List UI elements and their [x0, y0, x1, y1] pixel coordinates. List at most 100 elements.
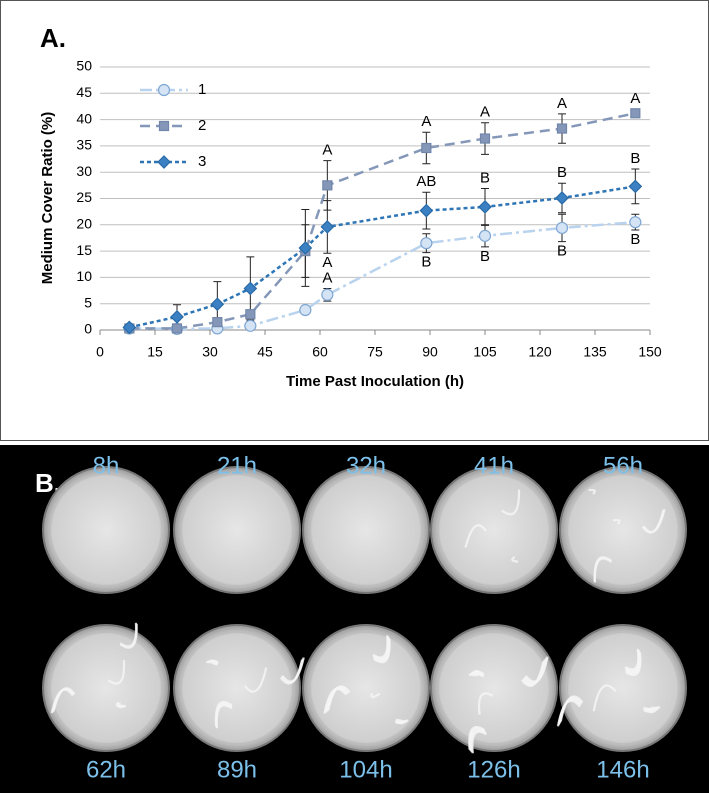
mycelium: [501, 489, 521, 516]
petri-dish: [559, 466, 687, 594]
time-label: 146h: [596, 756, 649, 783]
mycelium: [464, 524, 487, 548]
mycelium: [625, 652, 642, 677]
series-line: [129, 185, 636, 329]
petri-dish: [430, 466, 558, 594]
data-point: [556, 123, 568, 134]
y-tick-label: 20: [76, 216, 92, 232]
time-label: 104h: [339, 756, 392, 783]
mycelium: [395, 718, 404, 724]
significance-letter: B: [557, 243, 567, 260]
petri-dish-rim: [49, 631, 163, 745]
significance-letter: A: [322, 254, 332, 271]
data-point: [244, 319, 257, 332]
time-label: 32h: [346, 452, 386, 479]
mycelium: [559, 695, 584, 722]
data-point: [419, 203, 434, 218]
mycelium: [115, 701, 124, 708]
y-tick-label: 0: [84, 321, 92, 337]
x-tick-label: 0: [96, 344, 104, 360]
mycelium: [327, 685, 351, 711]
data-point: [243, 281, 258, 296]
legend-marker: [157, 155, 171, 169]
legend-marker: [157, 83, 171, 97]
time-label: 56h: [603, 452, 643, 479]
mycelium: [373, 639, 391, 664]
mycelium: [214, 700, 233, 726]
petri-dish: [302, 624, 430, 752]
petri-dish-rim: [180, 473, 294, 587]
time-label: 126h: [467, 756, 520, 783]
data-point: [322, 180, 333, 191]
mycelium: [119, 623, 138, 649]
petri-dish-rim: [309, 631, 423, 745]
petri-dish: [173, 466, 301, 594]
significance-letter: A: [630, 90, 640, 107]
data-point: [478, 200, 492, 214]
mycelium: [612, 519, 621, 525]
significance-letter: A: [557, 95, 567, 112]
time-label: 41h: [474, 452, 514, 479]
data-point: [210, 297, 225, 312]
x-tick-label: 30: [202, 344, 218, 360]
y-tick-label: 5: [84, 294, 92, 310]
x-tick-label: 105: [473, 344, 497, 360]
y-tick-label: 35: [76, 137, 92, 153]
significance-letter: A: [322, 142, 332, 159]
petri-dish-rim: [566, 631, 680, 745]
y-tick-label: 40: [76, 110, 92, 126]
petri-dish-rim: [49, 473, 163, 587]
data-point: [628, 179, 643, 194]
series-line: [129, 220, 636, 331]
data-point: [122, 320, 137, 335]
mycelium: [641, 509, 665, 534]
mycelium: [511, 556, 519, 563]
y-axis-label: Medium Cover Ratio (%): [39, 112, 56, 285]
y-tick-label: 30: [76, 163, 92, 179]
legend-label: 1: [198, 81, 206, 98]
x-tick-label: 15: [147, 344, 163, 360]
x-tick-label: 135: [583, 344, 607, 360]
mycelium: [520, 661, 545, 687]
data-point: [478, 229, 492, 242]
x-tick-label: 75: [367, 344, 383, 360]
legend-marker: [158, 120, 170, 132]
data-point: [420, 237, 433, 250]
data-point: [298, 241, 313, 255]
x-tick-label: 120: [528, 344, 552, 360]
mycelium: [588, 488, 596, 495]
significance-letter: B: [480, 248, 490, 265]
mycelium: [478, 692, 494, 715]
data-point: [321, 288, 334, 301]
significance-letter: B: [630, 150, 640, 167]
data-point: [171, 323, 183, 334]
petri-dish: [173, 624, 301, 752]
series-line: [129, 112, 636, 330]
significance-letter: A: [480, 104, 490, 121]
legend-label: 3: [198, 153, 206, 170]
x-tick-label: 150: [638, 344, 662, 360]
panel-a-frame: [0, 0, 709, 441]
data-point: [555, 191, 569, 205]
x-tick-label: 60: [312, 344, 328, 360]
petri-dish-rim: [437, 631, 551, 745]
mycelium: [468, 725, 485, 750]
data-point: [479, 133, 491, 144]
significance-letter: A: [322, 269, 332, 286]
significance-letter: A: [421, 113, 431, 130]
y-tick-label: 45: [76, 84, 92, 100]
y-tick-label: 15: [76, 242, 92, 258]
data-point: [170, 310, 184, 324]
petri-dish: [302, 466, 430, 594]
significance-letter: AB: [416, 173, 436, 190]
petri-dish-rim: [309, 473, 423, 587]
significance-letter: B: [630, 231, 640, 248]
mycelium: [592, 684, 617, 712]
photo-grid: 8h 21h 32h 41h 56h 62h 89h 104h 126h 146h: [42, 452, 687, 783]
x-tick-label: 45: [257, 344, 273, 360]
significance-letter: B: [480, 169, 490, 186]
y-tick-label: 50: [76, 58, 92, 74]
mycelium: [107, 660, 126, 685]
